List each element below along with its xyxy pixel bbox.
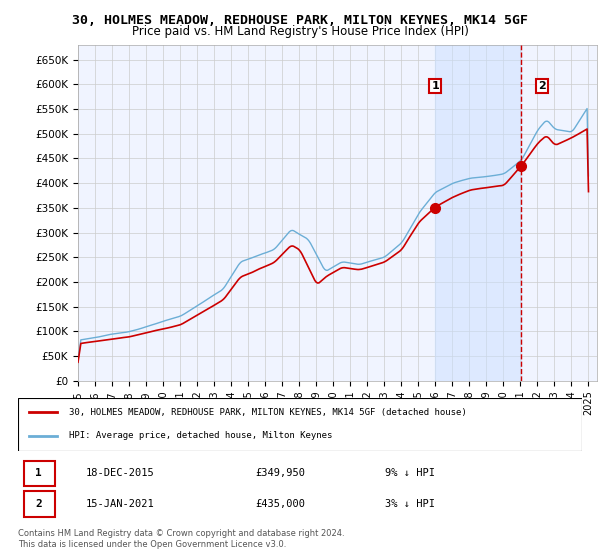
Text: £349,950: £349,950 (255, 468, 305, 478)
FancyBboxPatch shape (23, 492, 55, 516)
Text: 30, HOLMES MEADOW, REDHOUSE PARK, MILTON KEYNES, MK14 5GF (detached house): 30, HOLMES MEADOW, REDHOUSE PARK, MILTON… (69, 408, 467, 417)
Text: 9% ↓ HPI: 9% ↓ HPI (385, 468, 434, 478)
FancyBboxPatch shape (23, 460, 55, 486)
Bar (434, 45, 521, 381)
Text: £435,000: £435,000 (255, 499, 305, 509)
Text: 30, HOLMES MEADOW, REDHOUSE PARK, MILTON KEYNES, MK14 5GF: 30, HOLMES MEADOW, REDHOUSE PARK, MILTON… (72, 14, 528, 27)
Text: HPI: Average price, detached house, Milton Keynes: HPI: Average price, detached house, Milt… (69, 431, 332, 440)
Text: Contains HM Land Registry data © Crown copyright and database right 2024.
This d: Contains HM Land Registry data © Crown c… (18, 529, 344, 549)
Text: 2: 2 (538, 81, 546, 91)
Text: 15-JAN-2021: 15-JAN-2021 (86, 499, 154, 509)
Text: 1: 1 (35, 468, 42, 478)
Text: Price paid vs. HM Land Registry's House Price Index (HPI): Price paid vs. HM Land Registry's House … (131, 25, 469, 38)
Text: 1: 1 (431, 81, 439, 91)
FancyBboxPatch shape (18, 398, 582, 451)
Text: 2: 2 (35, 499, 42, 509)
Text: 3% ↓ HPI: 3% ↓ HPI (385, 499, 434, 509)
Text: 18-DEC-2015: 18-DEC-2015 (86, 468, 154, 478)
